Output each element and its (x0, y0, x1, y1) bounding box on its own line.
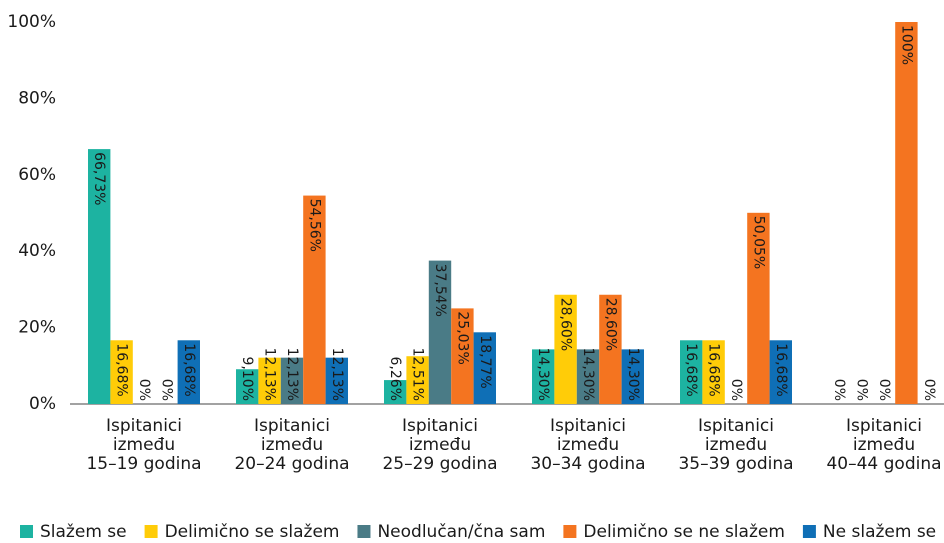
bar (599, 294, 622, 404)
value-label: 25,03% (454, 311, 470, 364)
x-tick-label: Ispitanici (402, 416, 478, 436)
value-label: 12,13% (284, 348, 300, 401)
value-label: 14,30% (580, 348, 596, 401)
x-tick-label: Ispitanici (254, 416, 330, 436)
y-tick-label: 100% (7, 12, 56, 32)
x-tick-label: Ispitanici (698, 416, 774, 436)
x-tick-label: 30–34 godina (530, 454, 645, 474)
x-tick-label: 25–29 godina (382, 454, 497, 474)
x-tick-label: između (705, 435, 767, 455)
bar (280, 357, 304, 404)
bar (325, 357, 348, 404)
value-label: 0% (921, 379, 937, 401)
bar (747, 212, 770, 404)
bar (110, 340, 133, 404)
value-label: 14,30% (535, 348, 551, 401)
value-label: 0% (876, 379, 892, 401)
legend-label: Delimično se slažem (165, 522, 340, 542)
legend-label: Delimično se ne slažem (583, 522, 785, 542)
value-label: 18,77% (477, 335, 493, 388)
value-label: 16,68% (773, 343, 789, 396)
bar (451, 308, 474, 404)
bar (236, 369, 259, 404)
legend-label: Slažem se (40, 522, 127, 542)
value-label: 50,05% (750, 216, 766, 269)
value-label: 9,10% (239, 357, 255, 401)
value-label: 0% (136, 379, 152, 401)
x-tick-label: između (113, 435, 175, 455)
value-label: 100% (898, 25, 914, 65)
legend-swatch (563, 525, 577, 538)
y-tick-label: 0% (29, 394, 56, 414)
bar (680, 340, 703, 404)
bar (621, 349, 644, 404)
bar (428, 260, 452, 404)
bar (258, 357, 281, 404)
x-tick-label: između (853, 435, 915, 455)
value-label: 16,68% (114, 343, 130, 396)
value-label: 6,26% (387, 357, 403, 401)
legend-swatch (144, 525, 158, 538)
bar (88, 149, 111, 404)
bar (576, 349, 600, 404)
value-label: 14,30% (625, 348, 641, 401)
value-label: 54,56% (306, 199, 322, 252)
x-tick-label: Ispitanici (106, 416, 182, 436)
x-tick-label: Ispitanici (846, 416, 922, 436)
value-label: 66,73% (91, 152, 107, 205)
value-label: 12,13% (262, 348, 278, 401)
value-label: 0% (831, 379, 847, 401)
y-tick-label: 40% (18, 241, 56, 261)
value-label: 12,13% (329, 348, 345, 401)
value-label: 28,60% (602, 298, 618, 351)
value-label: 16,68% (683, 343, 699, 396)
legend-swatch (20, 525, 33, 538)
legend-label: Ne slažem se (823, 522, 936, 542)
value-label: 0% (854, 379, 870, 401)
bar (303, 195, 326, 404)
bar (702, 340, 725, 404)
y-tick-label: 20% (18, 318, 56, 338)
x-tick-label: 20–24 godina (234, 454, 349, 474)
legend-swatch (357, 525, 371, 538)
bar (769, 340, 792, 404)
bar (895, 22, 918, 404)
y-tick-label: 80% (18, 88, 56, 108)
legend-swatch (802, 525, 816, 538)
value-label: 37,54% (432, 264, 448, 317)
value-label: 16,68% (706, 343, 722, 396)
bar (473, 332, 496, 404)
bar (554, 294, 577, 404)
bar (384, 380, 407, 404)
bar (177, 340, 200, 404)
legend-label: Neodlučan/čna sam (377, 522, 545, 542)
x-tick-label: između (409, 435, 471, 455)
y-tick-label: 60% (18, 165, 56, 185)
value-label: 16,68% (181, 343, 197, 396)
value-label: 0% (728, 379, 744, 401)
value-label: 0% (158, 379, 174, 401)
x-tick-label: između (261, 435, 323, 455)
value-label: 12,51% (410, 348, 426, 401)
x-tick-label: 35–39 godina (678, 454, 793, 474)
x-tick-label: Ispitanici (550, 416, 626, 436)
x-tick-label: 40–44 godina (826, 454, 941, 474)
x-tick-label: između (557, 435, 619, 455)
bar (406, 356, 429, 404)
value-label: 28,60% (558, 298, 574, 351)
bar (532, 349, 555, 404)
x-tick-label: 15–19 godina (86, 454, 201, 474)
